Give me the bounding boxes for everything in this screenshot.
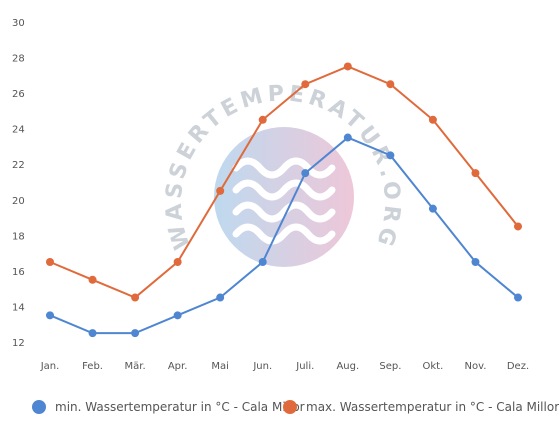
data-point[interactable] xyxy=(173,311,182,320)
legend-swatch-min xyxy=(32,400,46,414)
y-tick-label: 24 xyxy=(12,125,25,136)
y-tick-label: 16 xyxy=(12,267,25,278)
y-tick-label: 18 xyxy=(12,231,25,242)
x-tick-label: Mär. xyxy=(125,361,146,372)
legend-item-min[interactable]: min. Wassertemperatur in °C - Cala Millo… xyxy=(32,400,305,414)
y-tick-label: 26 xyxy=(12,89,25,100)
x-tick-label: Dez. xyxy=(507,361,529,372)
legend-swatch-max xyxy=(283,400,297,414)
data-point[interactable] xyxy=(88,329,97,338)
x-tick-label: Jan. xyxy=(40,361,60,372)
data-point[interactable] xyxy=(216,186,225,195)
x-tick-label: Nov. xyxy=(464,361,486,372)
data-point[interactable] xyxy=(514,222,522,231)
data-point[interactable] xyxy=(301,80,310,89)
y-tick-label: 20 xyxy=(12,196,25,207)
series-layer xyxy=(46,62,522,338)
data-point[interactable] xyxy=(471,169,480,178)
watermark: WASSERTEMPERATUR.ORG xyxy=(162,81,401,267)
series-line-1 xyxy=(49,65,519,299)
data-point[interactable] xyxy=(514,293,522,302)
data-point[interactable] xyxy=(216,293,225,302)
legend-item-max[interactable]: max. Wassertemperatur in °C - Cala Millo… xyxy=(283,400,559,414)
watermark-waves-icon xyxy=(232,157,336,245)
data-point[interactable] xyxy=(386,80,395,89)
data-point[interactable] xyxy=(471,258,480,266)
legend-label-max: max. Wassertemperatur in °C - Cala Millo… xyxy=(306,400,559,414)
y-tick-label: 28 xyxy=(12,54,25,65)
y-axis: 12 14 16 18 20 22 24 26 28 30 xyxy=(12,18,25,349)
x-tick-label: Mai xyxy=(211,361,229,372)
x-tick-label: Sep. xyxy=(379,361,401,372)
y-tick-label: 14 xyxy=(12,302,25,313)
data-point[interactable] xyxy=(88,275,97,284)
data-point[interactable] xyxy=(428,115,437,124)
data-point[interactable] xyxy=(46,258,54,266)
watermark-circle xyxy=(214,127,354,267)
legend-label-min: min. Wassertemperatur in °C - Cala Millo… xyxy=(55,400,305,414)
data-point[interactable] xyxy=(258,258,267,266)
data-point[interactable] xyxy=(258,115,267,124)
x-tick-label: Aug. xyxy=(336,361,359,372)
data-point[interactable] xyxy=(46,311,54,320)
data-point[interactable] xyxy=(343,62,352,71)
x-tick-label: Jun. xyxy=(252,361,272,372)
x-tick-label: Okt. xyxy=(423,361,444,372)
legend: min. Wassertemperatur in °C - Cala Millo… xyxy=(32,400,559,414)
y-tick-label: 12 xyxy=(12,338,25,349)
x-tick-label: Feb. xyxy=(82,361,103,372)
data-point[interactable] xyxy=(131,293,140,302)
x-tick-label: Apr. xyxy=(168,361,188,372)
x-axis: Jan. Feb. Mär. Apr. Mai Jun. Juli. Aug. Sep. Okt.… xyxy=(40,361,529,372)
y-tick-label: 30 xyxy=(12,18,25,29)
data-point[interactable] xyxy=(343,133,352,142)
x-tick-label: Juli. xyxy=(295,361,314,372)
data-point[interactable] xyxy=(131,329,140,338)
series-line-0 xyxy=(49,136,519,335)
data-point[interactable] xyxy=(173,258,182,266)
data-point[interactable] xyxy=(386,151,395,160)
data-point[interactable] xyxy=(301,169,310,178)
data-point[interactable] xyxy=(428,204,437,213)
y-tick-label: 22 xyxy=(12,160,25,171)
